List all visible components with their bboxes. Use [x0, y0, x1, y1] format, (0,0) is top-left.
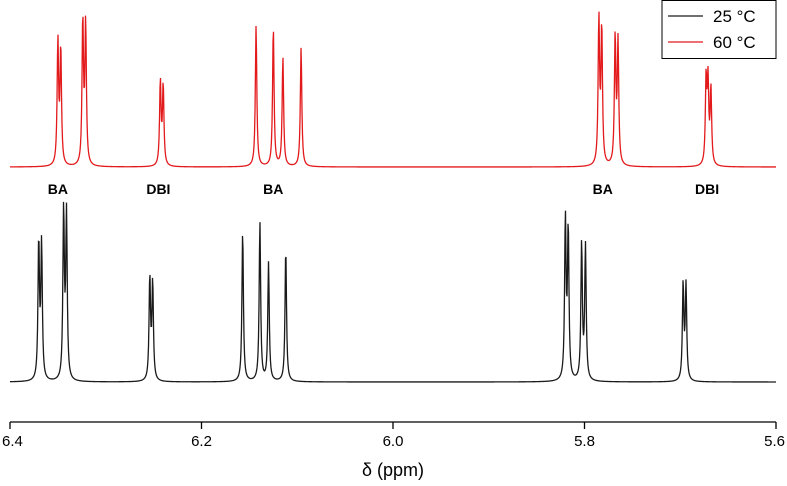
series-line-60c [9, 11, 776, 168]
peak-label-1: BA [48, 181, 68, 197]
x-tick-label: 6.2 [191, 433, 212, 450]
peak-label-2: DBI [146, 181, 170, 197]
x-axis: 6.4 6.2 6.0 5.8 5.6 δ (ppm) [2, 421, 785, 480]
x-tick-label: 6.0 [383, 433, 404, 450]
peak-label-3: BA [263, 181, 283, 197]
legend-label-25c: 25 °C [713, 7, 756, 26]
x-tick-label: 5.6 [764, 433, 785, 450]
peak-label-5: DBI [695, 181, 719, 197]
peak-annotations: BA DBI BA BA DBI [48, 181, 719, 197]
peak-label-4: BA [593, 181, 613, 197]
x-axis-title: δ (ppm) [362, 460, 424, 480]
x-tick-label: 5.8 [574, 433, 595, 450]
x-ticks: 6.4 6.2 6.0 5.8 5.6 [2, 422, 785, 450]
legend: 25 °C 60 °C [661, 0, 777, 59]
legend-box [661, 0, 777, 59]
legend-label-60c: 60 °C [713, 33, 756, 52]
plot-area [9, 11, 776, 383]
x-tick-label: 6.4 [2, 433, 23, 450]
series-line-25c [9, 201, 776, 383]
